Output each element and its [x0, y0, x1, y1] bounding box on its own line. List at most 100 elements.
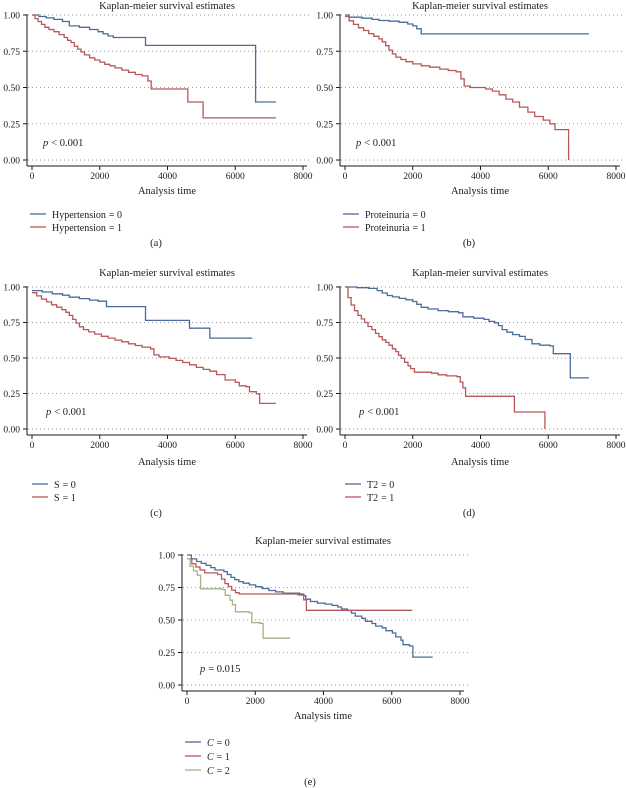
plot-area: 0.00 0.25 0.50 0.75 1.00 0 2000 4000 6000 8000 — [316, 12, 625, 183]
svg-text:0: 0 — [343, 441, 348, 451]
svg-text:1.00: 1.00 — [3, 284, 20, 294]
svg-text:0.25: 0.25 — [3, 390, 20, 400]
legend-label: Hypertension = 0 — [52, 210, 122, 221]
p-value-annotation: p < 0.001 — [45, 407, 86, 418]
svg-text:6000: 6000 — [382, 697, 401, 707]
svg-text:0.00: 0.00 — [316, 426, 333, 436]
svg-text:1.00: 1.00 — [3, 12, 20, 22]
p-value-annotation: p < 0.001 — [355, 138, 396, 149]
p-value-annotation: p = 0.015 — [199, 664, 240, 675]
svg-text:0.75: 0.75 — [316, 48, 333, 58]
svg-text:8000: 8000 — [451, 697, 470, 707]
svg-text:6000: 6000 — [539, 172, 558, 182]
chart-title: Kaplan-meier survival estimates — [99, 268, 235, 279]
legend-label: C = 0 — [207, 738, 230, 749]
svg-text:0.50: 0.50 — [158, 617, 175, 627]
svg-text:2000: 2000 — [246, 697, 265, 707]
p-value-annotation: p < 0.001 — [358, 407, 399, 418]
p-text: < 0.001 — [367, 407, 399, 418]
p-text: = 0.015 — [208, 664, 240, 675]
chart-title: Kaplan-meier survival estimates — [412, 1, 548, 12]
svg-text:0.00: 0.00 — [158, 682, 175, 692]
panel-caption: (d) — [463, 508, 476, 519]
panel-caption: (a) — [150, 238, 162, 249]
svg-text:2000: 2000 — [90, 441, 109, 451]
svg-text:2000: 2000 — [403, 441, 422, 451]
legend-label: S = 0 — [54, 480, 76, 491]
legend-label: T2 = 0 — [367, 480, 394, 491]
svg-text:8000: 8000 — [607, 172, 626, 182]
panel-caption: (b) — [463, 238, 476, 249]
svg-text:0.50: 0.50 — [316, 355, 333, 365]
legend: C = 0 C = 1 C = 2 — [185, 738, 230, 777]
chart-title: Kaplan-meier survival estimates — [99, 1, 235, 12]
svg-text:0: 0 — [30, 441, 35, 451]
svg-text:0.25: 0.25 — [316, 120, 333, 130]
x-axis-label: Analysis time — [138, 457, 196, 468]
svg-text:0: 0 — [30, 172, 35, 182]
p-symbol: p — [199, 664, 205, 675]
svg-text:4000: 4000 — [471, 441, 490, 451]
p-text: < 0.001 — [364, 138, 396, 149]
svg-text:4000: 4000 — [314, 697, 333, 707]
chart-title: Kaplan-meier survival estimates — [255, 536, 391, 547]
svg-text:8000: 8000 — [607, 441, 626, 451]
p-symbol: p — [355, 138, 361, 149]
km-chart-a: Kaplan-meier survival estimates 0.00 0.25… — [3, 1, 312, 249]
legend-label: S = 1 — [54, 493, 76, 504]
svg-text:4000: 4000 — [471, 172, 490, 182]
km-panel-a: Kaplan-meier survival estimates 0.00 0.25… — [0, 0, 313, 250]
x-axis-label: Analysis time — [294, 711, 352, 722]
legend: Hypertension = 0 Hypertension = 1 — [30, 210, 122, 234]
svg-text:0.75: 0.75 — [3, 48, 20, 58]
panel-caption: (c) — [150, 508, 162, 519]
km-chart-c: Kaplan-meier survival estimates 0.00 0.25… — [3, 268, 312, 519]
svg-text:0.25: 0.25 — [3, 120, 20, 130]
svg-text:0.00: 0.00 — [3, 157, 20, 167]
svg-text:6000: 6000 — [226, 441, 245, 451]
p-text: < 0.001 — [51, 138, 83, 149]
svg-text:0.00: 0.00 — [3, 426, 20, 436]
svg-text:1.00: 1.00 — [158, 552, 175, 562]
svg-text:0.75: 0.75 — [316, 319, 333, 329]
p-symbol: p — [45, 407, 51, 418]
svg-text:0: 0 — [185, 697, 190, 707]
svg-text:0: 0 — [343, 172, 348, 182]
plot-area: 0.00 0.25 0.50 0.75 1.00 0 2000 4000 6000 8000 — [316, 284, 625, 452]
p-text: < 0.001 — [54, 407, 86, 418]
legend-label: T2 = 1 — [367, 493, 394, 504]
svg-text:1.00: 1.00 — [316, 12, 333, 22]
legend-label: Proteinuria = 1 — [365, 223, 426, 234]
km-panel-b: Kaplan-meier survival estimates 0.00 0.25… — [313, 0, 626, 250]
svg-text:1.00: 1.00 — [316, 284, 333, 294]
svg-text:0.75: 0.75 — [158, 584, 175, 594]
svg-text:0.50: 0.50 — [3, 84, 20, 94]
plot-area: 0.00 0.25 0.50 0.75 1.00 0 2000 4000 6000 8000 — [3, 284, 312, 452]
svg-text:4000: 4000 — [158, 172, 177, 182]
plot-area: 0.00 0.25 0.50 0.75 1.00 0 2000 4000 6000 8000 — [158, 552, 469, 708]
km-chart-e: Kaplan-meier survival estimates 0.00 0.25… — [158, 536, 469, 788]
svg-text:0.25: 0.25 — [158, 649, 175, 659]
svg-text:8000: 8000 — [294, 441, 313, 451]
svg-text:0.75: 0.75 — [3, 319, 20, 329]
svg-text:6000: 6000 — [226, 172, 245, 182]
p-symbol: p — [358, 407, 364, 418]
km-chart-b: Kaplan-meier survival estimates 0.00 0.25… — [316, 1, 625, 249]
svg-text:0.50: 0.50 — [3, 355, 20, 365]
svg-text:2000: 2000 — [90, 172, 109, 182]
svg-text:4000: 4000 — [158, 441, 177, 451]
km-chart-d: Kaplan-meier survival estimates 0.00 0.25… — [316, 268, 625, 519]
panel-caption: (e) — [304, 777, 316, 788]
legend: T2 = 0 T2 = 1 — [345, 480, 394, 504]
x-axis-label: Analysis time — [451, 457, 509, 468]
plot-area: 0.00 0.25 0.50 0.75 1.00 0 2000 4000 6000 8000 — [3, 12, 312, 183]
legend: S = 0 S = 1 — [32, 480, 76, 504]
p-symbol: p — [42, 138, 48, 149]
svg-text:2000: 2000 — [403, 172, 422, 182]
legend-label: Proteinuria = 0 — [365, 210, 426, 221]
km-panel-e: Kaplan-meier survival estimates 0.00 0.25… — [140, 522, 490, 788]
km-panel-d: Kaplan-meier survival estimates 0.00 0.25… — [313, 262, 626, 522]
x-axis-label: Analysis time — [138, 186, 196, 197]
p-value-annotation: p < 0.001 — [42, 138, 83, 149]
chart-title: Kaplan-meier survival estimates — [412, 268, 548, 279]
